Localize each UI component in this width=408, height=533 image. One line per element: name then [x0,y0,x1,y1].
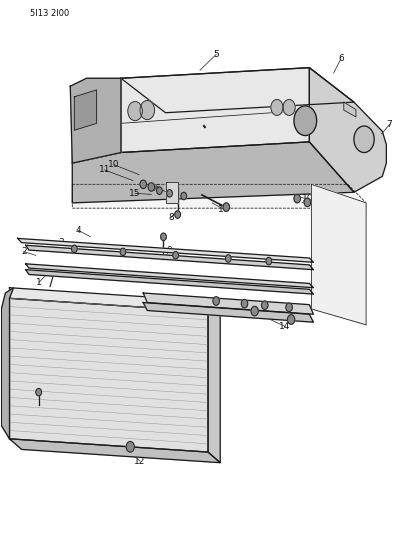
Polygon shape [143,293,313,314]
Circle shape [173,252,178,259]
Circle shape [223,203,230,212]
Circle shape [271,100,283,115]
Text: 5: 5 [213,50,219,59]
Polygon shape [74,90,97,130]
Polygon shape [70,78,121,163]
Circle shape [181,192,186,200]
Text: 2: 2 [21,247,27,256]
Circle shape [288,315,295,324]
Circle shape [175,211,180,218]
Circle shape [286,303,293,312]
Circle shape [294,195,300,203]
Text: 17: 17 [218,205,229,214]
Polygon shape [18,238,313,262]
Text: 7: 7 [387,120,392,129]
Text: 11: 11 [99,166,111,174]
Circle shape [157,187,162,195]
Circle shape [128,102,142,120]
Circle shape [140,101,155,119]
Text: 12: 12 [134,457,146,466]
Polygon shape [166,182,177,203]
Polygon shape [121,68,309,152]
Circle shape [226,255,231,262]
Polygon shape [208,301,220,463]
Text: 10: 10 [302,194,313,203]
Circle shape [283,100,295,115]
Polygon shape [72,184,366,216]
Text: 6: 6 [338,54,344,63]
Text: 9: 9 [167,246,173,255]
Polygon shape [9,439,220,463]
Text: 5I13 2I00: 5I13 2I00 [30,9,69,18]
Polygon shape [9,288,208,312]
Text: 11: 11 [308,199,320,208]
Polygon shape [1,288,13,439]
Text: 3: 3 [58,238,64,247]
Text: 16: 16 [151,184,162,193]
Text: 10: 10 [108,160,120,169]
Circle shape [241,300,248,308]
Text: 8: 8 [168,213,174,222]
Polygon shape [72,142,354,203]
Circle shape [251,306,258,316]
Polygon shape [344,102,356,117]
Polygon shape [309,68,386,192]
Circle shape [354,126,374,152]
Circle shape [213,297,220,305]
Circle shape [126,441,134,452]
Circle shape [262,301,268,310]
Circle shape [140,180,146,189]
Text: 13: 13 [23,410,35,419]
Circle shape [71,245,77,253]
Polygon shape [143,303,313,322]
Circle shape [266,257,272,265]
Polygon shape [121,68,354,113]
Circle shape [294,106,317,135]
Text: 1: 1 [36,278,42,287]
Polygon shape [9,298,208,452]
Polygon shape [26,264,313,288]
Polygon shape [311,184,366,325]
Polygon shape [72,78,121,163]
Circle shape [148,183,155,191]
Polygon shape [26,270,313,294]
Text: 4: 4 [75,226,81,235]
Text: 2: 2 [168,311,173,320]
Circle shape [167,190,173,197]
Circle shape [304,198,310,207]
Text: 15: 15 [129,189,141,198]
Circle shape [36,389,42,396]
Circle shape [161,233,166,240]
Text: 14: 14 [279,322,291,331]
Polygon shape [26,245,313,270]
Circle shape [120,248,126,256]
